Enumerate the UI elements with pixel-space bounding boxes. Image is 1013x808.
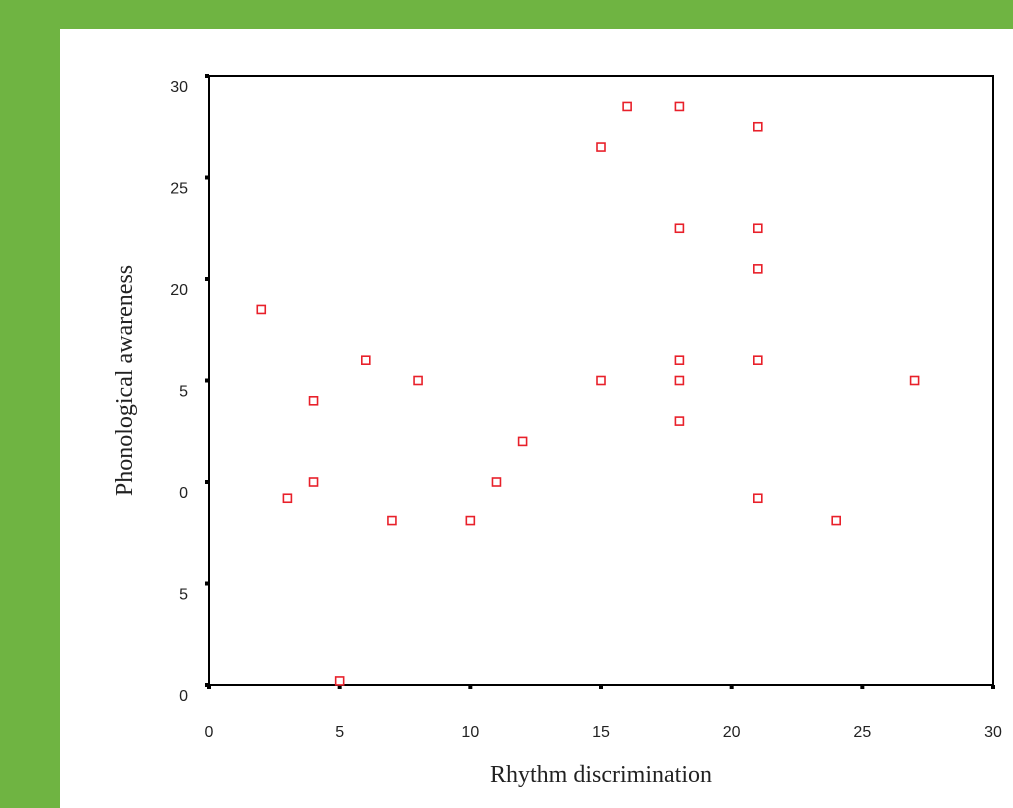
data-point: [752, 355, 763, 366]
y-axis-title: Phonological awareness: [112, 265, 138, 496]
y-tick-label: 5: [179, 384, 188, 401]
data-point: [674, 375, 685, 386]
y-tick-label: 0: [179, 688, 188, 705]
data-point: [308, 395, 319, 406]
x-tick-label: 10: [461, 724, 479, 741]
data-point: [622, 101, 632, 112]
x-tick-label: 25: [853, 724, 871, 741]
data-point: [831, 515, 842, 526]
data-point: [491, 477, 502, 487]
chart-panel: 0 5 10 15 20 25 30 0 5 0 5 20 25 30 Rhythm discrimina…: [60, 29, 1013, 808]
y-tick-label: 30: [170, 79, 188, 96]
data-point: [674, 416, 685, 426]
data-point: [674, 101, 685, 112]
data-point: [334, 676, 345, 686]
data-point: [674, 355, 685, 366]
x-axis-title: Rhythm discrimination: [490, 762, 712, 788]
y-tick-label: 25: [170, 181, 188, 198]
data-point: [674, 223, 685, 234]
scatter-plot: 0 5 10 15 20 25 30 0 5 0 5 20 25 30 Rhythm discrimina…: [112, 74, 1002, 788]
y-tick-label: 5: [179, 587, 188, 604]
data-point: [909, 375, 920, 386]
data-point: [596, 142, 606, 152]
data-point: [752, 121, 763, 132]
x-tick-label: 30: [984, 724, 1002, 741]
data-point: [256, 304, 267, 315]
y-tick-label: 20: [170, 282, 188, 299]
data-point: [517, 436, 528, 447]
x-tick-label: 0: [205, 724, 214, 741]
data-point: [387, 515, 397, 526]
x-tick-label: 20: [723, 724, 741, 741]
data-point: [752, 493, 763, 504]
data-point: [465, 515, 476, 526]
data-point: [308, 477, 319, 487]
data-point: [752, 264, 763, 274]
data-point: [752, 223, 763, 234]
data-point: [596, 375, 606, 386]
x-tick-label: 15: [592, 724, 610, 741]
y-tick-label: 0: [179, 485, 188, 502]
data-point: [413, 375, 423, 386]
x-tick-label: 5: [335, 724, 344, 741]
data-point: [360, 355, 371, 366]
data-point: [282, 493, 293, 504]
